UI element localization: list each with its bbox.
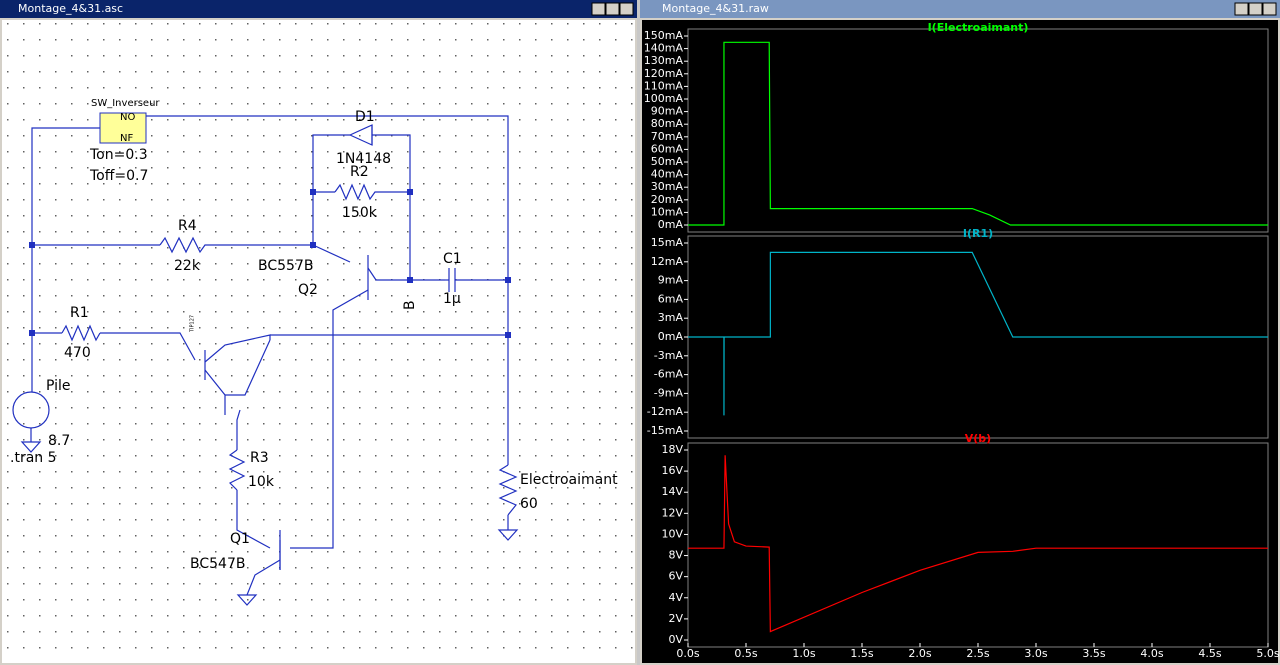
y-tick-label: 150mA xyxy=(644,29,684,42)
x-tick-label: 4.0s xyxy=(1140,647,1163,660)
y-tick-label: 3mA xyxy=(658,311,684,324)
title-bar xyxy=(640,0,1280,18)
pane-frame xyxy=(687,28,1269,233)
y-tick-label: 20mA xyxy=(651,193,684,206)
y-tick-label: -3mA xyxy=(654,349,684,362)
label: Pile xyxy=(46,378,71,394)
label: NF xyxy=(120,133,133,144)
label: Toff=0.7 xyxy=(89,168,148,184)
x-tick-label: 3.5s xyxy=(1082,647,1105,660)
label: B xyxy=(402,300,418,310)
x-tick-label: 2.0s xyxy=(908,647,931,660)
y-tick-label: 6V xyxy=(668,570,683,583)
y-tick-label: 0mA xyxy=(658,330,684,343)
label: R3 xyxy=(250,450,269,466)
y-tick-label: 40mA xyxy=(651,168,684,181)
y-tick-label: 12mA xyxy=(651,255,684,268)
y-tick-label: -6mA xyxy=(654,368,684,381)
x-tick-label: 0.0s xyxy=(676,647,699,660)
y-tick-label: 140mA xyxy=(644,42,684,55)
label: SW_Inverseur xyxy=(91,98,160,109)
x-tick-label: 2.5s xyxy=(966,647,989,660)
y-tick-label: 80mA xyxy=(651,117,684,130)
window-buttons[interactable] xyxy=(591,2,634,16)
label: 10k xyxy=(248,474,275,490)
label: C1 xyxy=(443,251,462,267)
label: R4 xyxy=(178,218,197,234)
pane-title: I(Electroaimant) xyxy=(928,21,1029,34)
x-tick-label: 4.5s xyxy=(1198,647,1221,660)
label: 22k xyxy=(174,258,201,274)
nodes xyxy=(29,189,511,338)
y-tick-label: 10mA xyxy=(651,205,684,218)
y-tick-label: 50mA xyxy=(651,155,684,168)
label: NO xyxy=(120,112,135,123)
pane-title: V(b) xyxy=(965,432,991,445)
label: TIP127 xyxy=(190,315,196,333)
label: Electroaimant xyxy=(520,472,618,488)
label: 470 xyxy=(64,345,91,361)
y-tick-label: 110mA xyxy=(644,79,684,92)
y-tick-label: 130mA xyxy=(644,54,684,67)
label: 60 xyxy=(520,496,538,512)
x-tick-label: 1.0s xyxy=(792,647,815,660)
plot-area[interactable] xyxy=(642,20,1278,663)
x-tick-label: 5.0s xyxy=(1256,647,1279,660)
trace xyxy=(688,251,1268,416)
window-title: Montage_4&31.raw xyxy=(662,2,769,15)
label: R1 xyxy=(70,305,89,321)
title-bar xyxy=(0,0,637,18)
y-tick-label: 12V xyxy=(661,506,683,519)
y-tick-label: -9mA xyxy=(654,386,684,399)
pane-title: I(R1) xyxy=(963,227,993,240)
label: 150k xyxy=(342,205,378,221)
trace xyxy=(688,455,1268,633)
y-tick-label: 0V xyxy=(668,633,683,646)
switch-symbol xyxy=(99,112,147,144)
y-tick-label: 90mA xyxy=(651,105,684,118)
label: Q1 xyxy=(230,531,250,547)
x-tick-label: 1.5s xyxy=(850,647,873,660)
x-tick-label: 0.5s xyxy=(734,647,757,660)
y-tick-label: 0mA xyxy=(658,218,684,231)
label: D1 xyxy=(355,109,375,125)
trace xyxy=(688,41,1268,226)
y-tick-label: 60mA xyxy=(651,142,684,155)
y-tick-label: 18V xyxy=(661,443,683,456)
label: .tran 5 xyxy=(10,450,57,466)
x-tick-label: 3.0s xyxy=(1024,647,1047,660)
label: Ton=0.3 xyxy=(89,147,148,163)
y-tick-label: 8V xyxy=(668,549,683,562)
y-tick-label: 120mA xyxy=(644,67,684,80)
wires xyxy=(12,115,519,606)
y-tick-label: 10V xyxy=(661,527,683,540)
label: R2 xyxy=(350,164,369,180)
y-tick-label: 16V xyxy=(661,464,683,477)
label: Q2 xyxy=(298,282,318,298)
y-tick-label: 100mA xyxy=(644,92,684,105)
y-tick-label: 9mA xyxy=(658,274,684,287)
label: 1N4148 xyxy=(336,151,391,167)
label: BC547B xyxy=(190,556,245,572)
label: 1µ xyxy=(443,291,461,307)
label: 8.7 xyxy=(48,433,70,449)
y-tick-label: 6mA xyxy=(658,292,684,305)
y-tick-label: 15mA xyxy=(651,236,684,249)
y-tick-label: 2V xyxy=(668,612,683,625)
y-tick-label: -12mA xyxy=(647,405,684,418)
label: BC557B xyxy=(258,258,313,274)
window-buttons[interactable] xyxy=(1234,2,1277,16)
y-tick-label: 30mA xyxy=(651,180,684,193)
y-tick-label: -15mA xyxy=(647,424,684,437)
y-tick-label: 14V xyxy=(661,485,683,498)
y-tick-label: 70mA xyxy=(651,130,684,143)
window-title: Montage_4&31.asc xyxy=(18,2,123,15)
y-tick-label: 4V xyxy=(668,591,683,604)
